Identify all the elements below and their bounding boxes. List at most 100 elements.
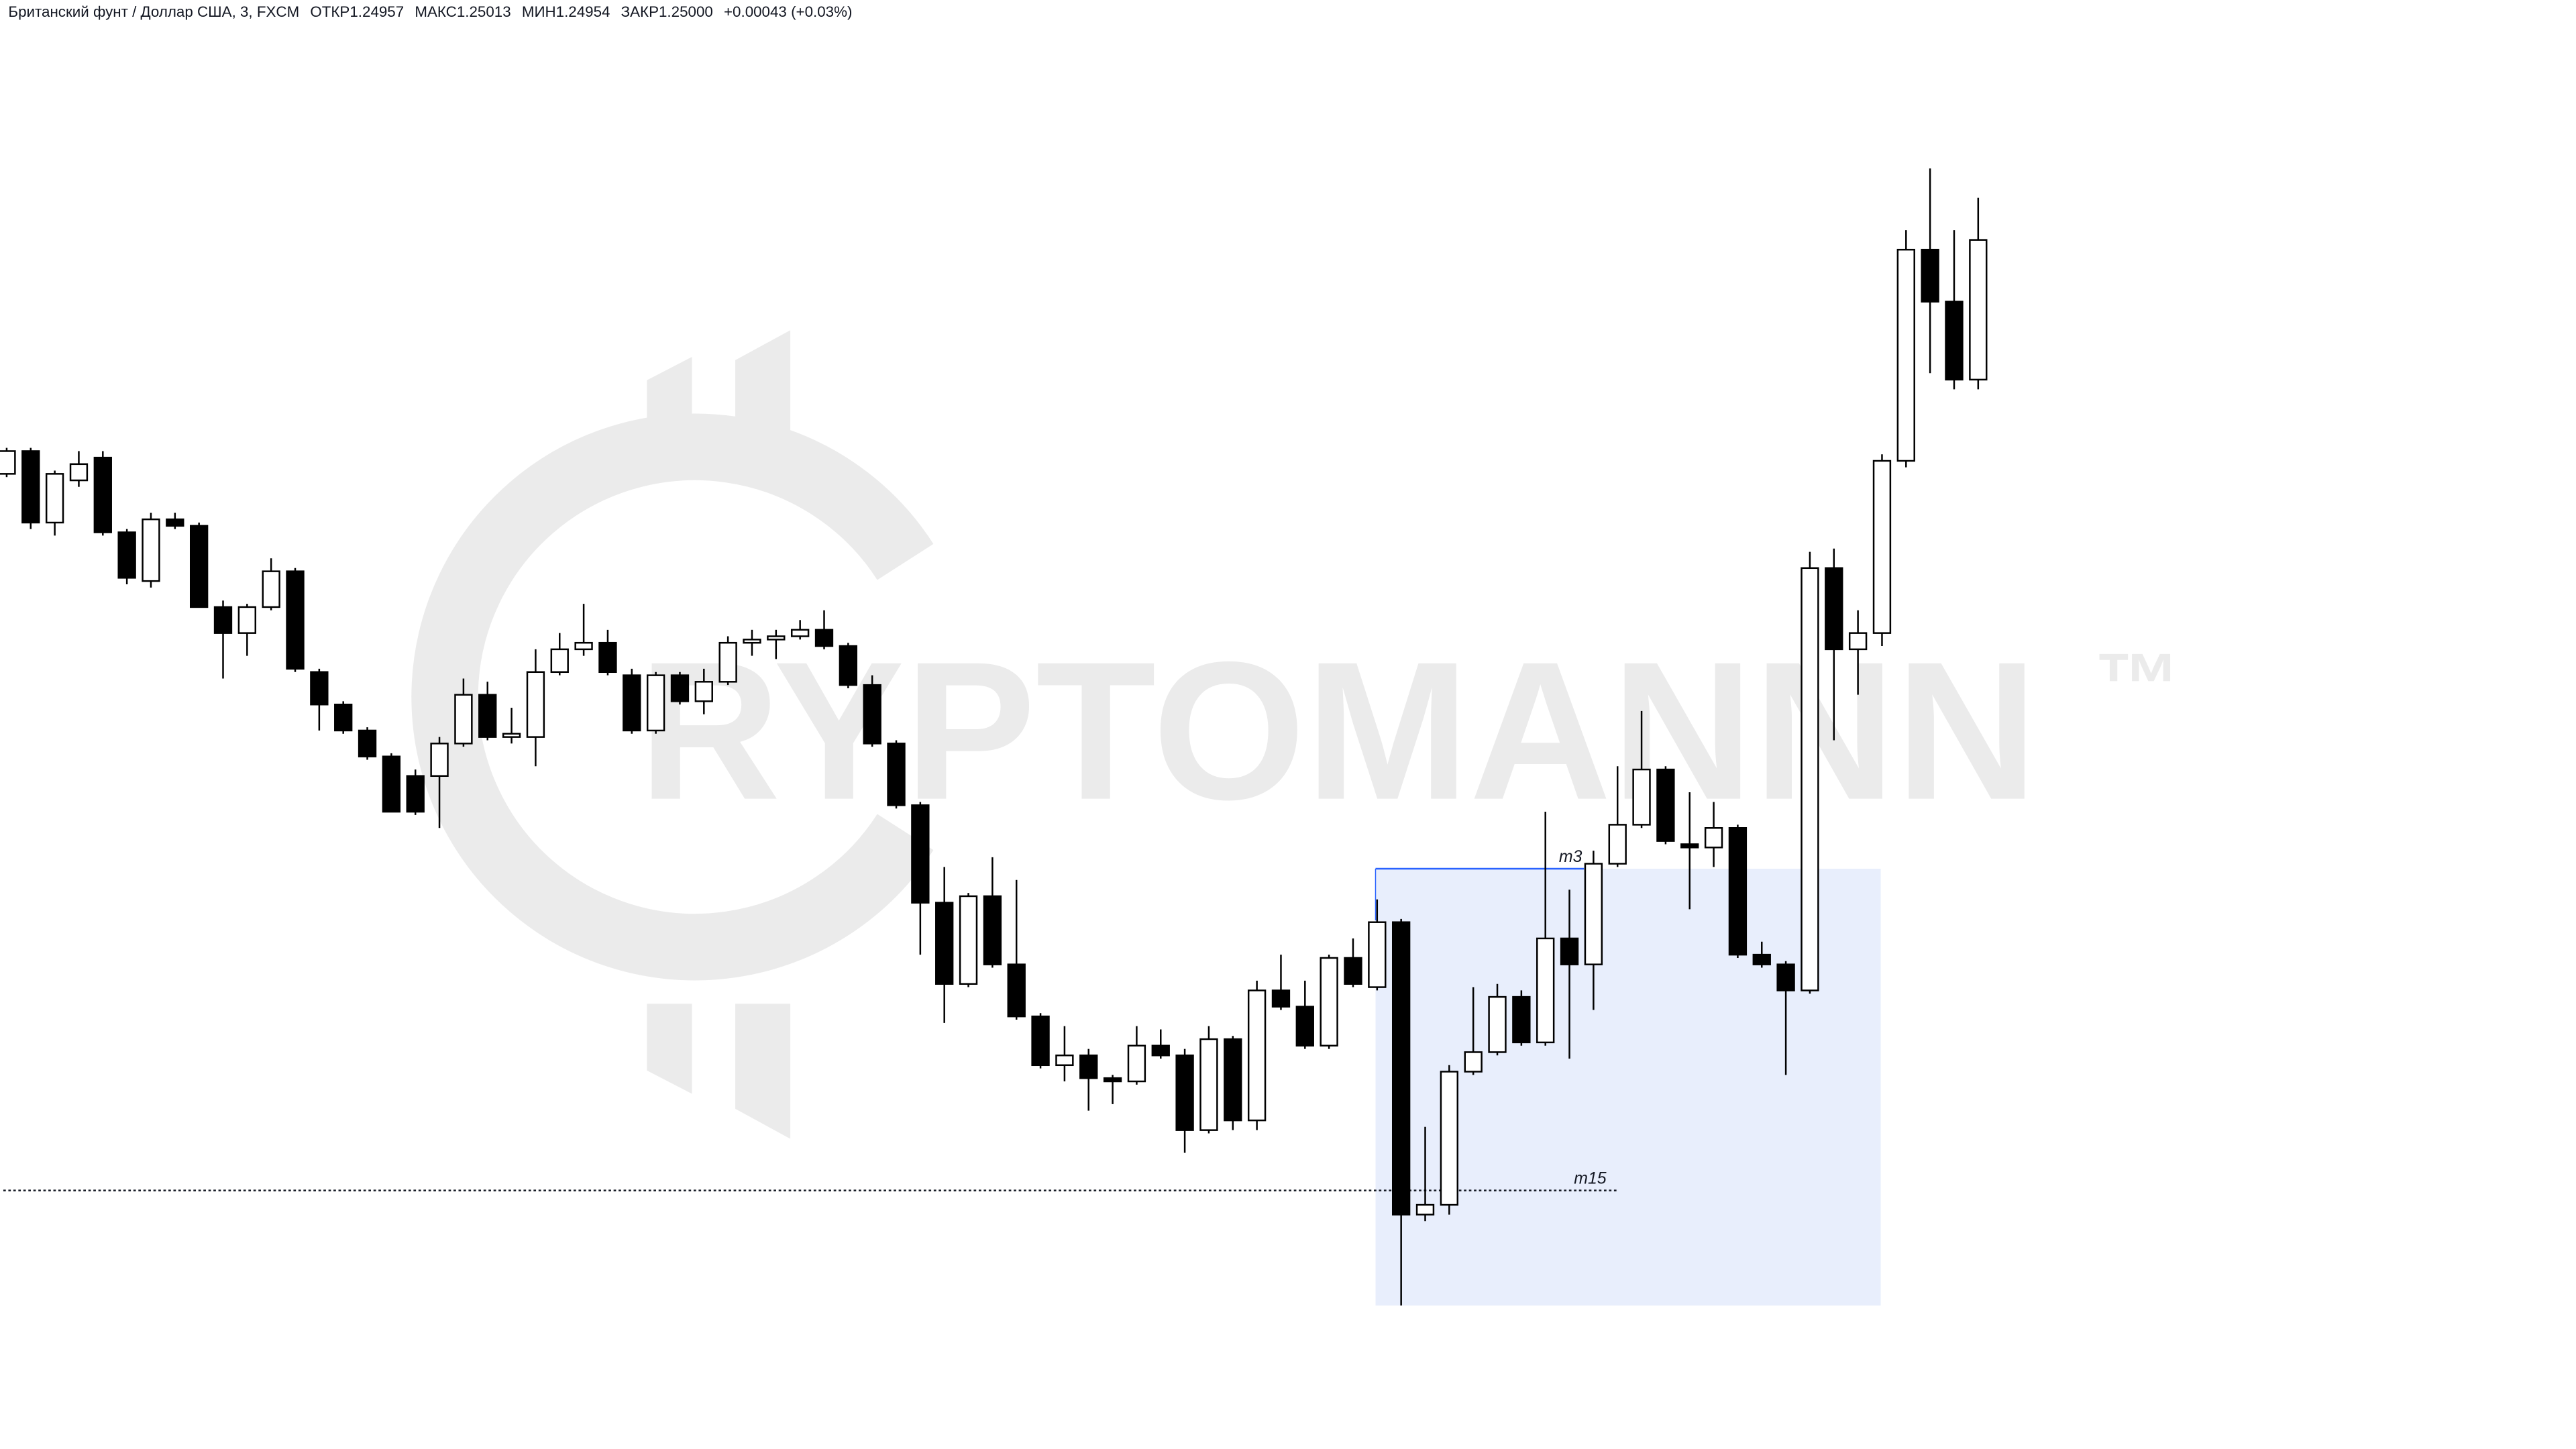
body — [430, 743, 449, 777]
body — [478, 694, 497, 738]
body — [863, 684, 881, 745]
body — [1632, 768, 1651, 826]
body — [1344, 957, 1362, 985]
field-label: МИН — [522, 3, 556, 20]
body — [1007, 963, 1026, 1018]
body — [911, 804, 930, 904]
body — [983, 895, 1002, 965]
body — [93, 456, 112, 533]
field-label: МАКС — [415, 3, 456, 20]
body — [767, 635, 786, 641]
body — [1488, 996, 1507, 1053]
body — [0, 450, 16, 475]
body — [1103, 1077, 1122, 1083]
body — [334, 703, 353, 732]
body — [574, 641, 593, 651]
body — [1127, 1044, 1146, 1083]
body — [262, 570, 280, 608]
body — [1247, 989, 1267, 1122]
body — [117, 531, 136, 579]
body — [1872, 460, 1892, 634]
body — [1801, 567, 1819, 991]
body — [1320, 957, 1338, 1046]
symbol: Британский фунт / Доллар США, 3, FXCM — [8, 3, 299, 20]
body — [718, 641, 737, 683]
field-label: ОТКР — [310, 3, 350, 20]
body — [790, 629, 810, 637]
body — [935, 902, 954, 985]
body — [358, 729, 377, 757]
body — [839, 645, 858, 686]
candles — [0, 168, 1988, 1306]
body — [1415, 1203, 1435, 1216]
body — [743, 639, 761, 644]
header: Британский фунт / Доллар США, 3, FXCM ОТ… — [8, 3, 852, 20]
body — [69, 463, 89, 482]
body — [189, 525, 209, 608]
body — [142, 518, 160, 582]
body — [237, 606, 257, 634]
body — [1055, 1055, 1074, 1067]
body — [1199, 1038, 1218, 1131]
body — [502, 733, 521, 738]
body — [1945, 301, 1964, 381]
body — [1224, 1038, 1242, 1122]
body — [1608, 824, 1627, 865]
body — [670, 674, 690, 702]
field-value: 1.24954 — [556, 3, 610, 20]
body — [1175, 1055, 1194, 1131]
body — [550, 648, 569, 674]
body — [1464, 1051, 1483, 1073]
field-value: 1.25013 — [457, 3, 511, 20]
body — [1560, 937, 1579, 965]
body — [598, 641, 617, 674]
body — [406, 775, 425, 813]
body — [1271, 989, 1291, 1008]
watermark-mark: ™ — [2094, 636, 2181, 733]
body — [1391, 921, 1411, 1216]
body — [959, 895, 978, 985]
body — [887, 743, 906, 806]
body — [21, 450, 40, 524]
level-label: m15 — [1574, 1170, 1607, 1188]
field-value: 1.24957 — [350, 3, 404, 20]
body — [213, 606, 233, 634]
body — [1536, 937, 1555, 1044]
body — [382, 755, 401, 813]
body — [1896, 248, 1915, 462]
body — [1728, 827, 1748, 956]
body — [1656, 768, 1675, 842]
body — [1079, 1055, 1098, 1079]
body — [1825, 567, 1843, 651]
body — [623, 674, 641, 732]
field-value: 1.25000 — [659, 3, 713, 20]
body — [310, 671, 329, 706]
field-label: ЗАКР — [621, 3, 659, 20]
body — [1752, 953, 1771, 965]
body — [166, 518, 184, 527]
annotations: m3 m15 — [3, 848, 1881, 1306]
body — [1776, 963, 1795, 991]
body — [526, 671, 545, 738]
body — [1295, 1006, 1314, 1046]
body — [454, 694, 473, 745]
zone-label: m3 — [1559, 848, 1582, 866]
body — [1584, 863, 1603, 965]
body — [694, 681, 713, 702]
body — [1151, 1044, 1170, 1057]
body — [646, 674, 665, 732]
body — [1512, 996, 1531, 1044]
body — [1704, 827, 1723, 849]
body — [814, 629, 834, 647]
change: +0.00043 (+0.03%) — [724, 3, 852, 20]
body — [1848, 632, 1868, 651]
body — [1368, 921, 1387, 988]
body — [1680, 843, 1699, 849]
body — [45, 473, 64, 524]
zone — [1375, 868, 1881, 1306]
body — [1440, 1071, 1459, 1206]
watermark-logo-bars — [647, 330, 791, 1139]
body — [1969, 239, 1988, 381]
